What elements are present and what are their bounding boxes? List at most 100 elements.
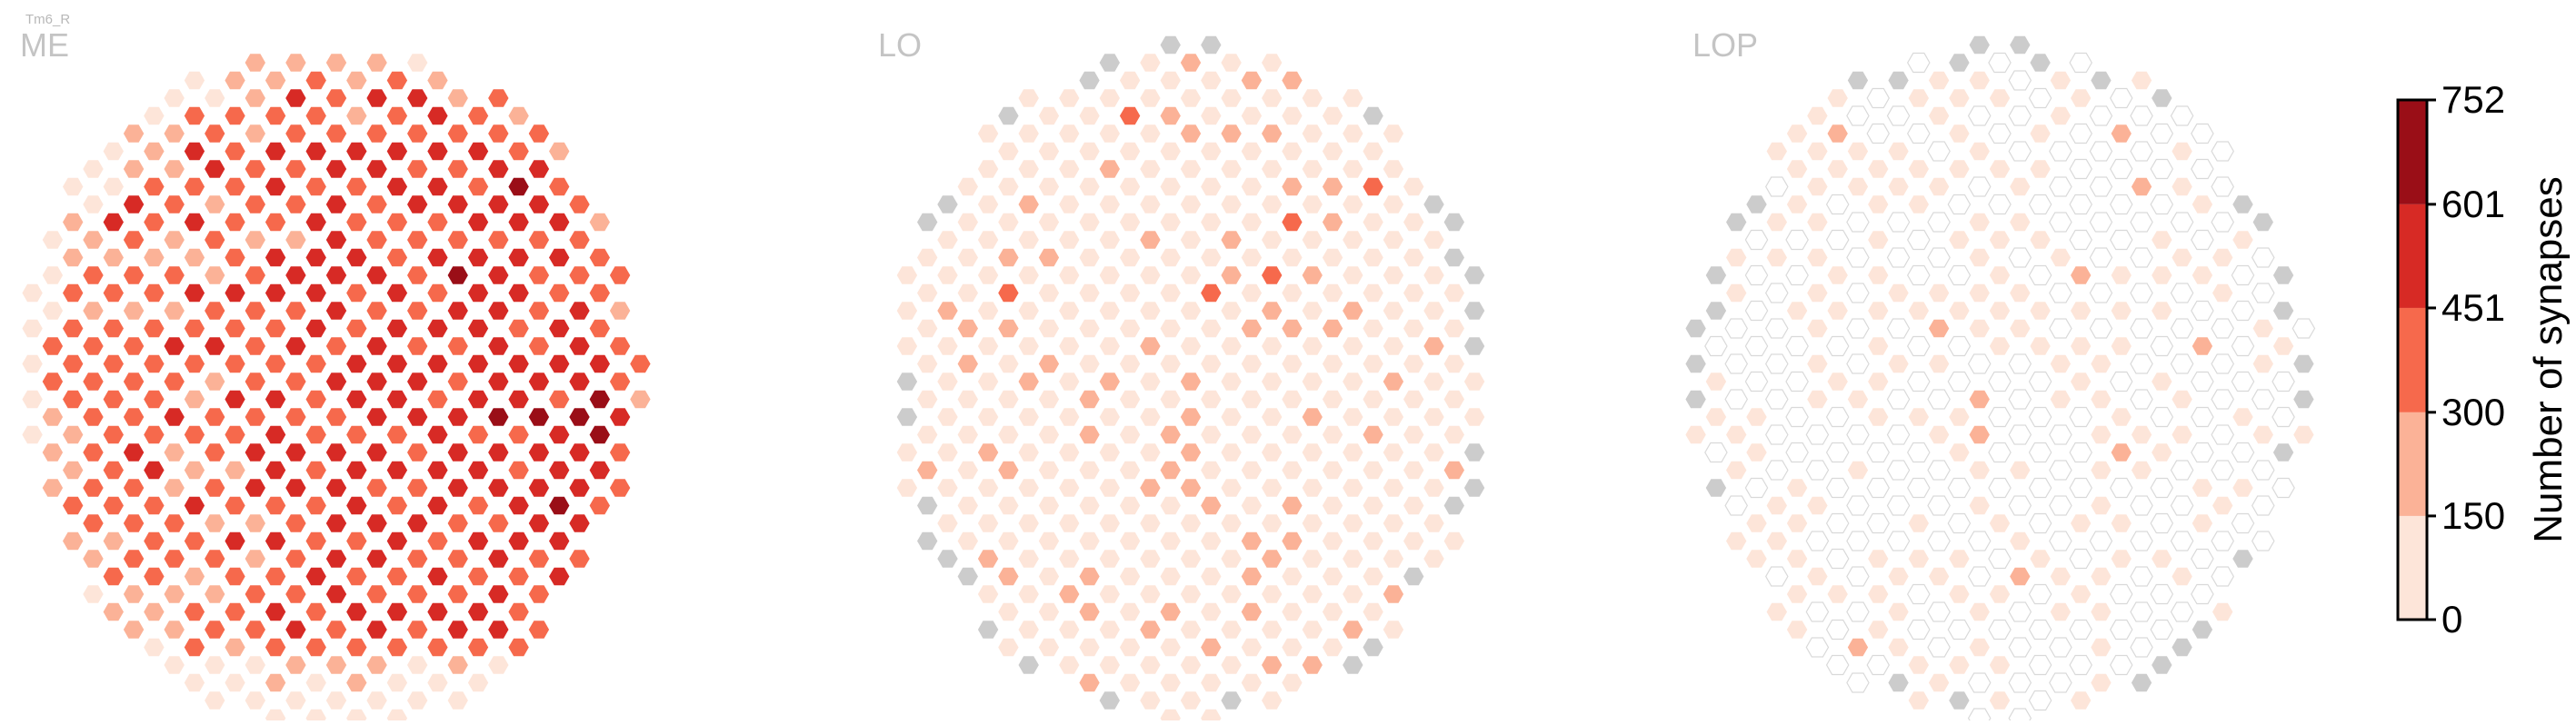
- hex-cell: [142, 141, 166, 162]
- hex-cell: [384, 141, 409, 162]
- hex-cell: [1199, 176, 1223, 197]
- hex-cell: [2231, 442, 2255, 463]
- hex-cell: [1402, 495, 1426, 516]
- hex-cell: [344, 70, 369, 91]
- hex-cell: [1199, 566, 1223, 587]
- hex-cell: [1906, 512, 1931, 534]
- hex-cell: [2150, 512, 2174, 534]
- hex-cell: [384, 212, 409, 233]
- hex-cell: [1361, 318, 1385, 339]
- hex-cell: [20, 353, 45, 374]
- hex-cell: [445, 512, 470, 534]
- hex-cell: [1260, 87, 1284, 109]
- hex-cell: [1988, 548, 2012, 570]
- hex-cell: [976, 300, 1001, 322]
- hex-cell: [1361, 105, 1385, 126]
- hex-cell: [1422, 300, 1446, 322]
- hex-cell: [405, 442, 430, 463]
- hex-cell: [1361, 531, 1385, 551]
- hex-cell: [324, 690, 349, 711]
- hex-cell: [1016, 123, 1041, 144]
- hex-cell: [203, 619, 227, 641]
- colorbar-tick-label: 150: [2441, 494, 2505, 537]
- hex-cell: [2130, 531, 2153, 551]
- hex-cell: [1361, 141, 1385, 162]
- hex-cell: [547, 566, 572, 587]
- hex-cell: [1077, 353, 1102, 374]
- hex-cell: [1724, 318, 1748, 339]
- hex-cell: [405, 158, 430, 180]
- hex-cell: [1988, 52, 2012, 74]
- hex-cell: [1805, 460, 1830, 481]
- hex-cell: [81, 229, 105, 251]
- hex-cell: [101, 531, 125, 551]
- hex-cell: [364, 690, 389, 711]
- hex-cell: [1097, 229, 1122, 251]
- hex-cell: [1118, 105, 1143, 126]
- hex-cell: [1988, 123, 2012, 144]
- hex-cell: [2170, 105, 2194, 126]
- hex-cell: [955, 318, 980, 339]
- hex-cell: [1057, 300, 1082, 322]
- hex-cell: [344, 247, 369, 268]
- hex-cell: [915, 353, 940, 374]
- hex-cell: [364, 583, 389, 605]
- hex-cell: [364, 406, 389, 428]
- hex-cell: [425, 70, 450, 91]
- hex-panel-me: [20, 52, 653, 725]
- hex-cell: [284, 194, 308, 215]
- hex-cell: [445, 654, 470, 676]
- hex-cell: [1199, 460, 1223, 481]
- hex-cell: [976, 512, 1001, 534]
- hex-cell: [1097, 477, 1122, 499]
- hex-cell: [1442, 353, 1466, 374]
- hex-cell: [243, 371, 267, 392]
- hex-cell: [1381, 264, 1405, 286]
- hex-cell: [1300, 87, 1324, 109]
- hex-cell: [567, 548, 592, 570]
- hex-cell: [1845, 460, 1870, 481]
- hex-cell: [894, 477, 919, 499]
- hex-cell: [2170, 283, 2194, 303]
- hex-cell: [1199, 283, 1223, 303]
- hex-cell: [122, 583, 146, 605]
- hex-cell: [2191, 229, 2214, 251]
- hex-cell: [1097, 654, 1122, 676]
- hex-cell: [425, 424, 450, 445]
- hex-cell: [243, 158, 267, 180]
- hex-cell: [2211, 531, 2234, 551]
- hex-cell: [2150, 335, 2174, 357]
- hex-cell: [1846, 424, 1870, 445]
- hex-cell: [344, 672, 369, 693]
- hex-cell: [2130, 566, 2153, 587]
- hex-cell: [1805, 424, 1830, 445]
- hex-cell: [364, 512, 389, 534]
- hex-cell: [284, 406, 308, 428]
- hex-cell: [996, 637, 1021, 658]
- hex-cell: [1239, 353, 1263, 374]
- hex-cell: [935, 442, 960, 463]
- hex-cell: [608, 335, 633, 357]
- hex-cell: [2089, 105, 2113, 126]
- hex-cell: [547, 460, 572, 481]
- hex-cell: [915, 460, 940, 481]
- hex-cell: [1341, 194, 1365, 215]
- hex-cell: [2048, 566, 2072, 587]
- hex-cell: [1422, 335, 1446, 357]
- hex-cell: [1057, 406, 1082, 428]
- hex-cell: [101, 424, 125, 445]
- hex-cell: [486, 264, 511, 286]
- hex-cell: [1683, 389, 1708, 410]
- hex-cell: [567, 512, 592, 534]
- hex-cell: [506, 601, 531, 622]
- hex-cell: [2089, 212, 2113, 233]
- hex-cell: [243, 583, 267, 605]
- hex-cell: [182, 247, 206, 268]
- hex-cell: [344, 389, 369, 410]
- hex-cell: [1341, 654, 1365, 676]
- hex-cell: [2028, 690, 2052, 711]
- hex-cell: [2170, 212, 2194, 233]
- hex-cell: [182, 672, 206, 693]
- hex-cell: [1907, 264, 1931, 286]
- hex-cell: [2089, 460, 2113, 481]
